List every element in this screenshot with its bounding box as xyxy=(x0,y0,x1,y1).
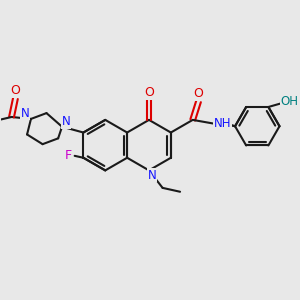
Text: OH: OH xyxy=(281,95,299,108)
Text: O: O xyxy=(194,87,203,100)
Text: N: N xyxy=(21,106,29,120)
Text: NH: NH xyxy=(214,117,231,130)
Text: O: O xyxy=(11,84,20,97)
Text: F: F xyxy=(64,149,71,162)
Text: N: N xyxy=(148,169,156,182)
Text: N: N xyxy=(61,115,70,128)
Text: O: O xyxy=(144,86,154,99)
